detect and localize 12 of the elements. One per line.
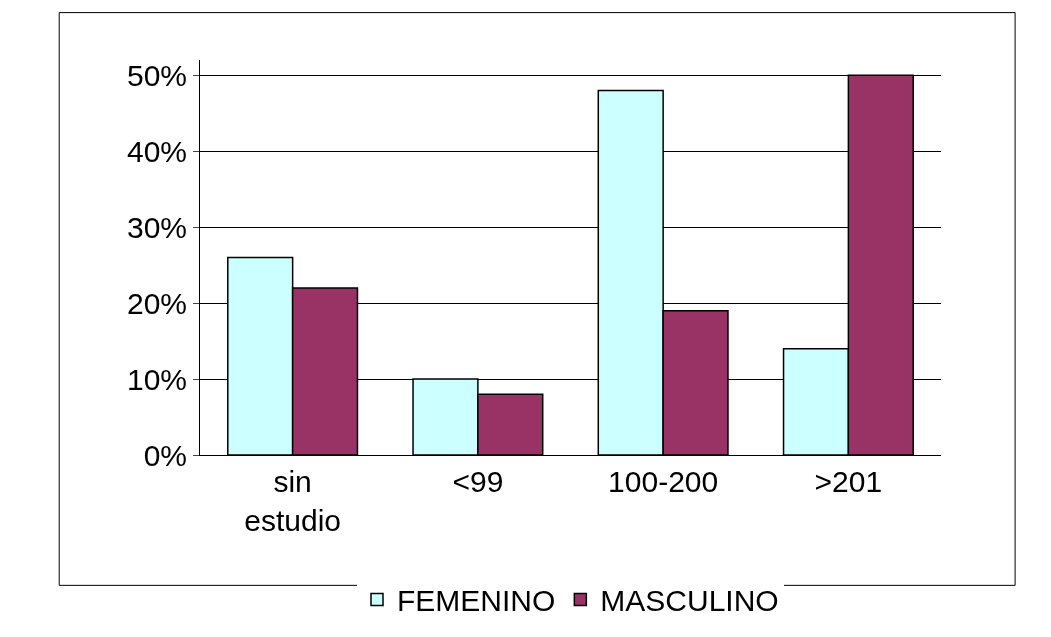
x-tick-label: 100-200: [608, 465, 719, 498]
y-tick-label: 40%: [126, 134, 187, 168]
x-tick-label: >201: [814, 465, 883, 498]
y-tick-label: 20%: [126, 286, 187, 320]
y-tick-label: 50%: [126, 58, 187, 92]
legend-label: FEMENINO: [397, 584, 556, 618]
x-tick-label: <99: [452, 465, 504, 498]
x-tick-label: sin estudio: [244, 465, 342, 537]
y-tick-label: 30%: [126, 210, 187, 244]
y-tick-label: 10%: [126, 362, 187, 396]
y-tick-label: 0%: [143, 438, 187, 472]
legend-label: MASCULINO: [600, 584, 779, 618]
